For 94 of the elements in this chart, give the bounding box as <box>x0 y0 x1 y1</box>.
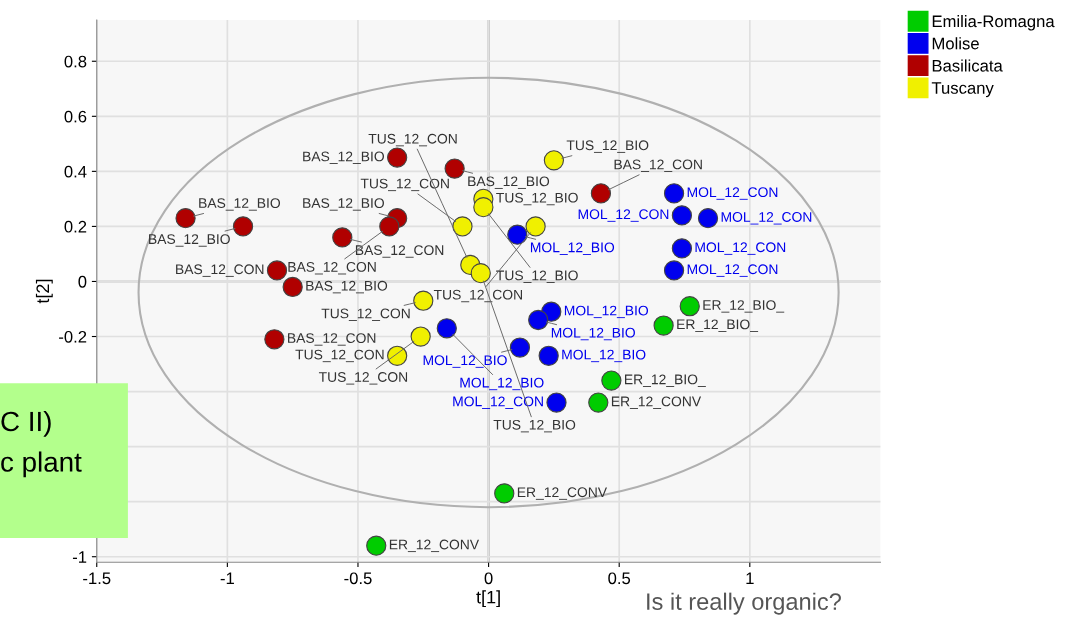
point <box>452 216 473 237</box>
annotation: TUS_12_CON <box>360 178 449 192</box>
x-axis-title: t[1] <box>476 590 500 608</box>
annotation: TUS_12_BIO <box>566 140 649 153</box>
x-tick-label: 0 <box>484 572 493 585</box>
point <box>387 147 408 168</box>
annotation: BAS_12_BIO <box>149 234 230 247</box>
point <box>494 483 515 504</box>
annotation: ER_12_CONV <box>517 487 608 500</box>
point <box>525 216 546 237</box>
annotation: MOL_12_CON <box>578 209 669 222</box>
annotation: TUS_12_BIO <box>493 419 576 433</box>
annotation: TUS_12_CON <box>321 308 410 321</box>
legend-label: Molise <box>932 37 979 50</box>
y-tick-label: 0.8 <box>64 55 87 68</box>
point <box>470 263 491 284</box>
point <box>653 315 674 336</box>
annotation: TUS_12_CON <box>368 133 457 147</box>
text: c plant <box>1 451 82 478</box>
annotation: MOL_12_CON <box>695 242 786 255</box>
annotation: MOL_12_BIO <box>551 327 635 341</box>
y-tick-label: 0.2 <box>64 220 87 233</box>
x-tick-label: 1 <box>746 572 754 585</box>
annotation: MOL_12_BIO <box>530 242 615 255</box>
annotation: BAS_12_BIO <box>303 151 384 164</box>
annotation: TUS_12_BIO <box>496 192 578 206</box>
annotation: BAS_12_CON <box>288 261 376 275</box>
point <box>282 276 303 298</box>
point <box>601 370 622 391</box>
point <box>444 158 465 179</box>
annotation: BAS_12_BIO <box>199 198 281 211</box>
annotation: TUS_12_BIO <box>496 270 578 283</box>
point <box>528 309 549 331</box>
point <box>332 227 353 248</box>
point <box>413 290 434 311</box>
point <box>671 205 693 226</box>
point <box>546 392 567 413</box>
point <box>671 238 693 259</box>
annotation: BAS_12_BIO <box>303 198 384 211</box>
point <box>379 216 400 237</box>
annotation: ER_12_CONV <box>389 539 480 553</box>
annotation: MOL_12_CON <box>453 396 543 409</box>
x-tick-label: -0.5 <box>344 572 372 585</box>
y-tick-label: 0.4 <box>64 165 87 178</box>
annotation: BAS_12_BIO <box>306 280 388 294</box>
y-axis-title: t[2] <box>35 279 53 304</box>
annotation: MOL_12_BIO <box>562 349 646 363</box>
annotation: TUS_12_CON <box>433 289 522 303</box>
point <box>588 392 609 413</box>
point <box>663 183 685 204</box>
y-tick-label: 0.6 <box>64 110 87 123</box>
legend-label: Tuscany <box>931 82 994 98</box>
point <box>538 345 559 366</box>
x-tick-label: -1.5 <box>83 572 111 585</box>
annotation: BAS_12_CON <box>614 159 702 172</box>
point <box>410 326 431 347</box>
point <box>264 329 285 350</box>
annotation: MOL_12_BIO <box>460 377 544 391</box>
annotation: BAS_12_CON <box>176 264 264 277</box>
y-tick-label: -1 <box>72 551 87 563</box>
annotation: BAS_12_BIO <box>468 176 550 189</box>
x-tick-label: 0.5 <box>608 572 631 585</box>
annotation: BAS_12_CON <box>288 333 376 346</box>
point <box>232 216 254 237</box>
x-tick-label: -1 <box>220 572 234 585</box>
annotation: TUS_12_CON <box>295 349 384 363</box>
text: C II) <box>1 410 51 437</box>
annotation: ER_12_BIO_ <box>703 300 785 313</box>
point <box>543 150 565 171</box>
point <box>473 197 494 218</box>
point <box>436 318 457 339</box>
annotation: ER_12_BIO_ <box>677 319 759 332</box>
point <box>509 337 531 358</box>
annotation: MOL_12_CON <box>721 212 812 225</box>
y-tick-label: -0.2 <box>59 330 87 343</box>
legend-label: Basilicata <box>932 59 1003 72</box>
point <box>175 208 196 229</box>
point <box>590 183 612 204</box>
point <box>663 260 685 281</box>
legend-label: Emilia-Romagna <box>932 15 1055 31</box>
annotation: MOL_12_CON <box>687 187 778 200</box>
annotation: MOL_12_BIO <box>423 355 507 368</box>
point <box>679 296 700 317</box>
point <box>697 208 719 229</box>
y-tick-label: 0 <box>78 275 87 288</box>
point <box>366 535 387 556</box>
annotation: ER_12_BIO_ <box>625 374 706 387</box>
annotation: TUS_12_CON <box>318 372 408 385</box>
annotation: BAS_12_CON <box>355 245 444 258</box>
annotation: MOL_12_BIO <box>564 305 649 319</box>
annotation: MOL_12_CON <box>687 264 778 277</box>
point <box>266 260 288 281</box>
annotation: ER_12_CONV <box>611 396 702 409</box>
text: Is it really organic? <box>647 592 841 615</box>
